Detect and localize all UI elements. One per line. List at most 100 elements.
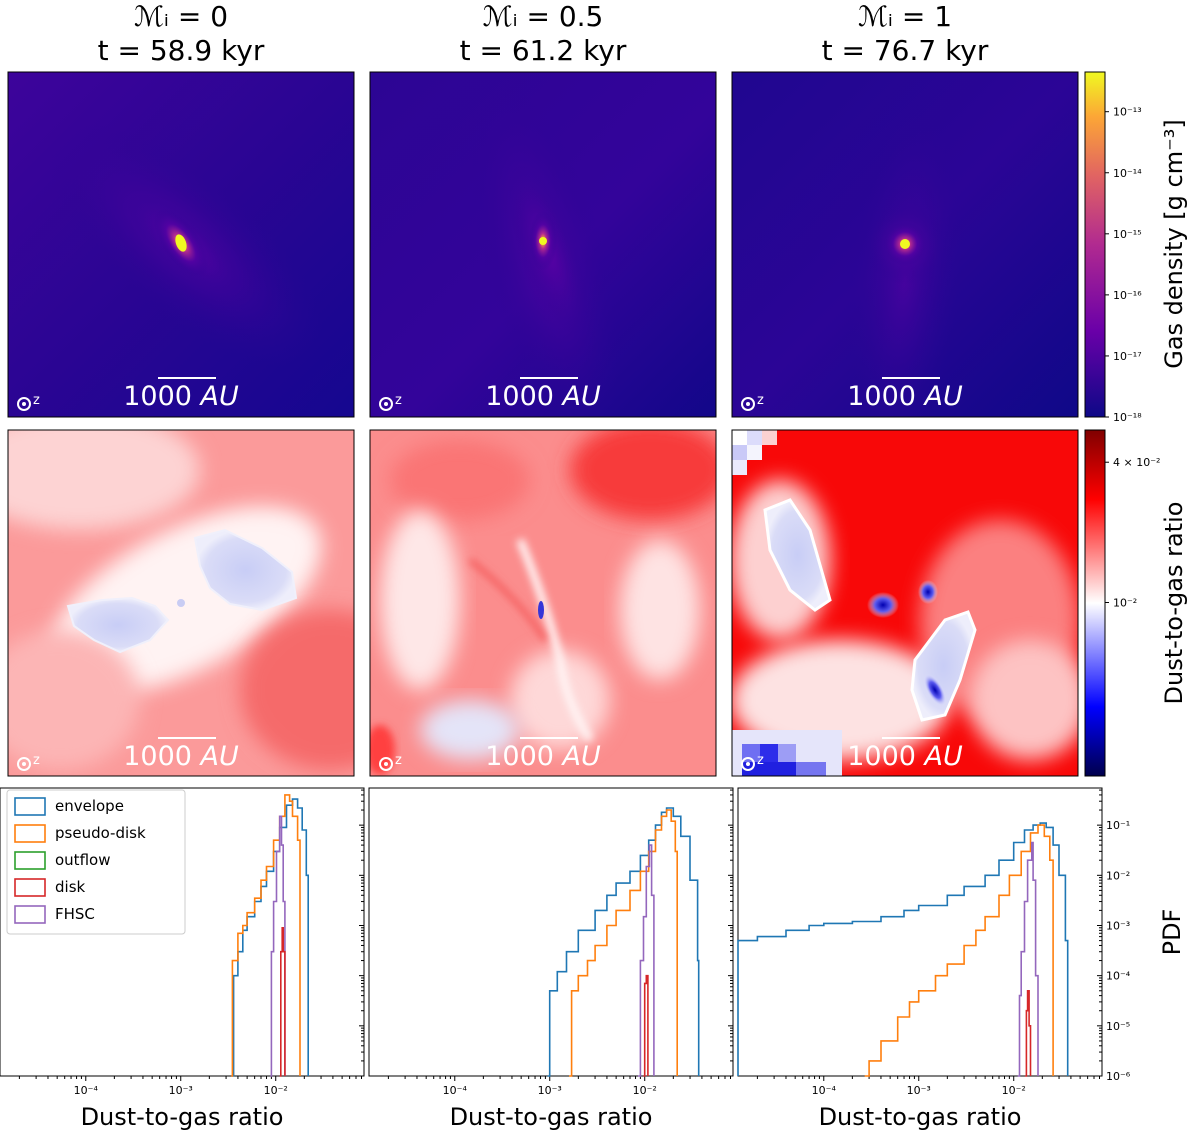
series-envelope-mach-0 bbox=[231, 798, 309, 1077]
y-tick-label: 10⁻² bbox=[1106, 869, 1130, 882]
scale-bar-value: 1000 bbox=[847, 381, 916, 412]
series-FHSC-mach-1 bbox=[1017, 841, 1039, 1077]
scale-bar-value: 1000 bbox=[485, 741, 554, 772]
dust-colorbar-label: Dust-to-gas ratio bbox=[1160, 502, 1188, 705]
pdf-plot-2: 10⁻⁴ 10⁻³ 10⁻² 10⁻¹ 10⁻² 10⁻³ 10⁻⁴ 10⁻⁵ 10⁻⁶ bbox=[737, 789, 1131, 1097]
x-tick-label: 10⁻⁴ bbox=[443, 1084, 468, 1097]
pdf-panel-mach-1: 10⁻⁴ 10⁻³ 10⁻² 10⁻¹ 10⁻² 10⁻³ 10⁻⁴ 10⁻⁵ 10⁻⁶ Dus… bbox=[737, 787, 1131, 1131]
scale-bars: 1000 AU 1000 AU 1000 AU 1000 AU 1000 AU … bbox=[123, 377, 963, 772]
x-tick-label: 10⁻³ bbox=[538, 1084, 562, 1097]
dust-colorbar-tick-label: 10⁻² bbox=[1113, 596, 1137, 609]
density-map-mach-0 bbox=[7, 71, 355, 418]
scale-bar-unit: AU bbox=[561, 381, 601, 412]
axis-indicator-label: z bbox=[33, 753, 40, 768]
series-pseudo-disk-mach-1 bbox=[864, 824, 1054, 1077]
x-tick-label: 10⁻⁴ bbox=[812, 1084, 837, 1097]
x-tick-label: 10⁻² bbox=[264, 1084, 288, 1097]
scale-bar-unit: AU bbox=[923, 381, 963, 412]
x-tick-label: 10⁻⁴ bbox=[74, 1084, 99, 1097]
pdf-plot-1: 10⁻⁴ 10⁻³ 10⁻² bbox=[387, 789, 733, 1097]
legend-swatch-disk bbox=[14, 878, 46, 897]
x-tick-label: 10⁻² bbox=[633, 1084, 657, 1097]
y-tick-label: 10⁻⁵ bbox=[1106, 1020, 1130, 1033]
scale-bar-value: 1000 bbox=[847, 741, 916, 772]
legend-swatch-envelope bbox=[14, 797, 46, 816]
legend-swatch-FHSC bbox=[14, 905, 46, 924]
density-colorbar-tick-label: 10⁻¹⁷ bbox=[1113, 350, 1142, 363]
density-colorbar-tick-label: 10⁻¹⁸ bbox=[1113, 411, 1142, 424]
title-time-0: t = 58.9 kyr bbox=[98, 34, 265, 67]
axis-indicator-label: z bbox=[757, 393, 764, 408]
legend-label-envelope: envelope bbox=[55, 797, 124, 815]
pdf-plot-0: 10⁻⁴ 10⁻³ 10⁻² bbox=[18, 789, 364, 1097]
legend-swatch-pseudo-disk bbox=[14, 824, 46, 843]
scale-bar: 1000 AU bbox=[847, 377, 963, 412]
svg-text:1000 AU: 1000 AU bbox=[485, 381, 601, 412]
legend-label-FHSC: FHSC bbox=[55, 905, 95, 923]
dust-map-mach-0.5 bbox=[369, 429, 717, 777]
axis-indicator-icon: z bbox=[741, 753, 764, 771]
x-tick-label: 10⁻³ bbox=[907, 1084, 931, 1097]
pdf-xlabel-1: Dust-to-gas ratio bbox=[450, 1103, 653, 1131]
dust-colorbar: 4 × 10⁻² 10⁻² Dust-to-gas ratio bbox=[1084, 429, 1188, 777]
density-colorbar: 10⁻¹³ 10⁻¹⁴ 10⁻¹⁵ 10⁻¹⁶ 10⁻¹⁷ 10⁻¹⁸ Gas densi… bbox=[1084, 71, 1188, 424]
scale-bar: 1000 AU bbox=[123, 737, 239, 772]
scale-bar-unit: AU bbox=[199, 741, 239, 772]
density-colorbar-tick-label: 10⁻¹³ bbox=[1113, 106, 1142, 119]
x-tick-label: 10⁻² bbox=[1002, 1084, 1026, 1097]
series-disk-mach-1 bbox=[1025, 990, 1032, 1077]
legend: envelope pseudo-disk outflow disk FHSC bbox=[6, 789, 186, 935]
y-tick-label: 10⁻³ bbox=[1106, 919, 1130, 932]
series-envelope-mach-0.5 bbox=[547, 807, 700, 1077]
pdf-xlabel-0: Dust-to-gas ratio bbox=[81, 1103, 284, 1131]
series-pseudo-disk-mach-0.5 bbox=[569, 809, 678, 1077]
series-disk-mach-0.5 bbox=[643, 974, 649, 1077]
density-map-mach-1 bbox=[731, 71, 1079, 418]
svg-text:1000 AU: 1000 AU bbox=[847, 381, 963, 412]
axis-indicator-icon: z bbox=[17, 393, 40, 411]
dust-colorbar-tick-label: 4 × 10⁻² bbox=[1113, 456, 1160, 469]
scale-bar: 1000 AU bbox=[485, 377, 601, 412]
density-map-mach-0.5 bbox=[369, 71, 717, 418]
axis-indicator-label: z bbox=[395, 753, 402, 768]
legend-label-outflow: outflow bbox=[55, 851, 110, 869]
svg-text:1000 AU: 1000 AU bbox=[123, 381, 239, 412]
x-tick-label: 10⁻³ bbox=[169, 1084, 193, 1097]
axis-indicator-label: z bbox=[395, 393, 402, 408]
svg-text:1000 AU: 1000 AU bbox=[485, 741, 601, 772]
axis-indicator-label: z bbox=[757, 753, 764, 768]
axis-indicator-icon: z bbox=[379, 753, 402, 771]
axis-indicators: z z z z z z bbox=[17, 393, 764, 771]
density-colorbar-label: Gas density [g cm⁻³] bbox=[1160, 119, 1188, 369]
y-tick-label: 10⁻⁴ bbox=[1106, 970, 1131, 983]
svg-text:1000 AU: 1000 AU bbox=[847, 741, 963, 772]
pdf-panel-mach-0.5: 10⁻⁴ 10⁻³ 10⁻² Dust-to-gas ratio bbox=[368, 787, 734, 1131]
dust-map-mach-0 bbox=[7, 429, 355, 777]
pdf-ylabel: PDF bbox=[1158, 909, 1186, 956]
dust-map-mach-1 bbox=[731, 429, 1079, 777]
y-tick-label: 10⁻¹ bbox=[1106, 819, 1130, 832]
dust-colorbar-ticks: 4 × 10⁻² 10⁻² bbox=[1105, 456, 1160, 609]
scale-bar-unit: AU bbox=[561, 741, 601, 772]
axis-indicator-icon: z bbox=[379, 393, 402, 411]
series-envelope-mach-1 bbox=[737, 822, 1069, 1076]
scale-bar-unit: AU bbox=[923, 741, 963, 772]
legend-swatch-outflow bbox=[14, 851, 46, 870]
density-colorbar-ticks: 10⁻¹³ 10⁻¹⁴ 10⁻¹⁵ 10⁻¹⁶ 10⁻¹⁷ 10⁻¹⁸ bbox=[1105, 106, 1142, 424]
scale-bar-value: 1000 bbox=[485, 381, 554, 412]
density-colorbar-tick-label: 10⁻¹⁴ bbox=[1113, 167, 1142, 180]
scale-bar-value: 1000 bbox=[123, 381, 192, 412]
series-FHSC-mach-0 bbox=[270, 815, 286, 1077]
axis-indicator-icon: z bbox=[17, 753, 40, 771]
legend-label-pseudo-disk: pseudo-disk bbox=[55, 824, 146, 842]
axis-indicator-icon: z bbox=[741, 393, 764, 411]
title-mach-0: ℳᵢ = 0 bbox=[134, 0, 228, 33]
y-tick-label: 10⁻⁶ bbox=[1106, 1070, 1131, 1083]
scale-bar: 1000 AU bbox=[123, 377, 239, 412]
title-mach-1: ℳᵢ = 0.5 bbox=[483, 0, 604, 33]
scale-bar: 1000 AU bbox=[847, 737, 963, 772]
series-FHSC-mach-0.5 bbox=[638, 844, 655, 1077]
scale-bar-unit: AU bbox=[199, 381, 239, 412]
series-pseudo-disk-mach-0 bbox=[231, 794, 301, 1077]
